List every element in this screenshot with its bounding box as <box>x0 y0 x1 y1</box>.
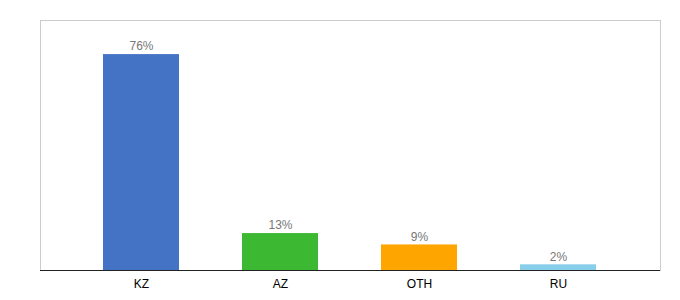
svg-text:KZ: KZ <box>134 277 149 291</box>
svg-text:76%: 76% <box>129 39 153 53</box>
svg-text:9%: 9% <box>411 230 429 244</box>
svg-text:OTH: OTH <box>407 277 432 291</box>
svg-text:13%: 13% <box>268 218 292 232</box>
svg-text:RU: RU <box>550 277 567 291</box>
svg-text:2%: 2% <box>550 250 568 264</box>
svg-text:AZ: AZ <box>273 277 288 291</box>
